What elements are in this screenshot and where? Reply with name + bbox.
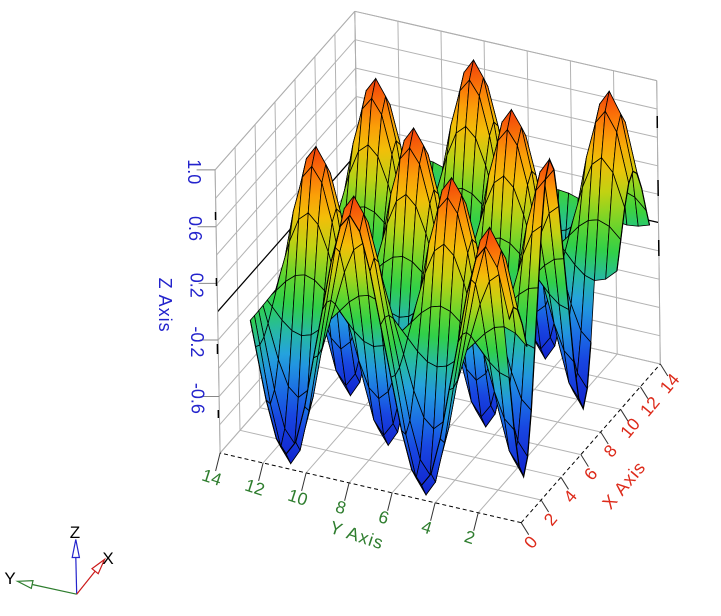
svg-text:0.2: 0.2 xyxy=(186,273,206,298)
svg-text:1.0: 1.0 xyxy=(184,159,204,184)
svg-text:-0.6: -0.6 xyxy=(188,383,208,414)
svg-text:-0.2: -0.2 xyxy=(187,326,207,357)
svg-text:0.6: 0.6 xyxy=(185,216,205,241)
svg-text:Z: Z xyxy=(70,523,80,542)
svg-text:Y: Y xyxy=(4,569,15,588)
svg-text:X: X xyxy=(102,549,113,568)
svg-text:Z Axis: Z Axis xyxy=(155,278,175,333)
